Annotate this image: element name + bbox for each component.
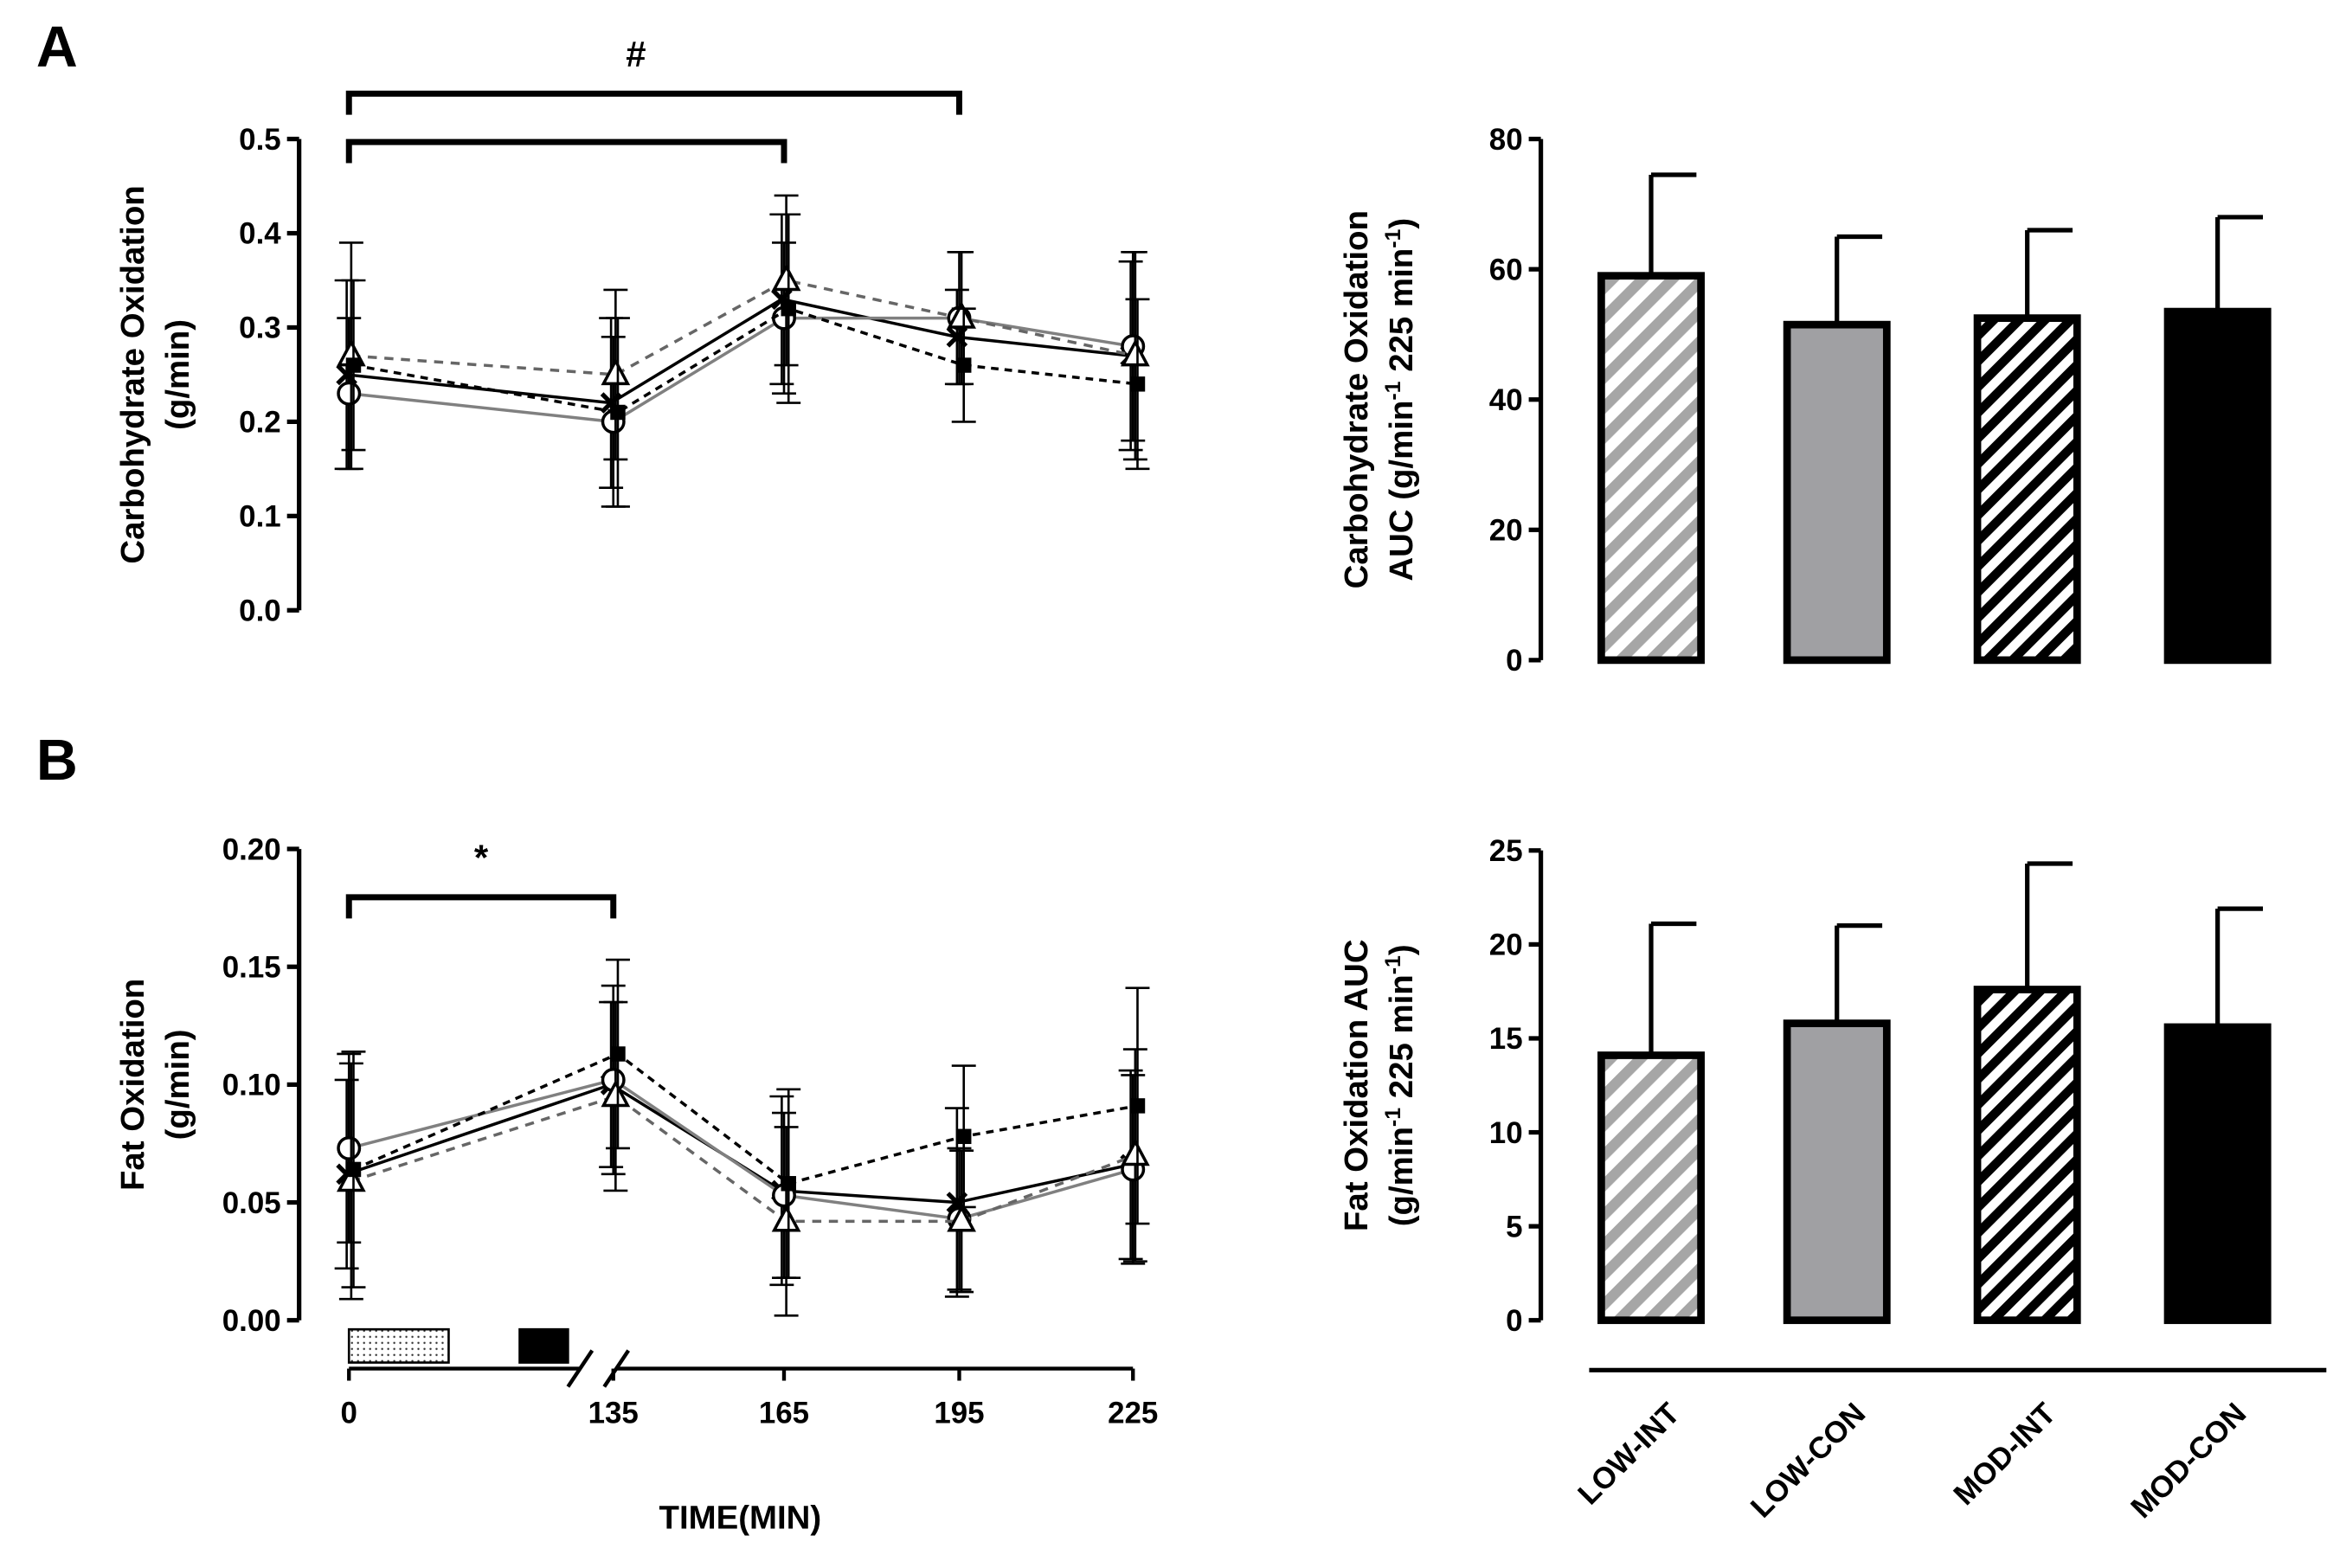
exercise-bout-1-marker [347, 1327, 450, 1364]
series-line [352, 1051, 1138, 1186]
series-line [346, 297, 1131, 405]
y-tick-label: 0 [1506, 644, 1522, 678]
axis-break-mark [566, 1349, 595, 1388]
data-point [345, 1161, 362, 1178]
y-axis-title-line2: (g/min-1 225 min-1) [1381, 944, 1420, 1226]
y-tick-label: 0.3 [239, 312, 281, 345]
data-point [1120, 338, 1150, 367]
category-label: LOW-INT [1571, 1397, 1687, 1512]
data-point [1120, 1138, 1150, 1166]
y-axis-title-line1: Carbohydrate Oxidation [114, 185, 151, 563]
significance-bracket [345, 138, 787, 164]
y-axis-title-line2: (g/min) [159, 1029, 196, 1140]
y-tick-label: 0.2 [239, 406, 281, 440]
y-axis-title-line1: Fat Oxidation [114, 979, 151, 1191]
series-line [348, 1078, 1134, 1221]
y-tick-label: 0.10 [222, 1069, 281, 1102]
y-tick-label: 25 [1489, 834, 1523, 868]
fat-line-chart: 0.00 0.05 0.10 0.15 0.20 Fat Oxidation (g/min)… [114, 832, 1159, 1430]
x-tick-label: 0 [341, 1396, 357, 1430]
y-tick-label: 60 [1489, 253, 1523, 286]
y-axis-title: Fat Oxidation AUC (g/min-1 225 min-1) [1338, 939, 1420, 1231]
bar-mod-int [1973, 314, 2081, 665]
data-point [601, 1079, 631, 1108]
bar-low-con [1783, 1019, 1891, 1325]
cho-line-chart: 0.0 0.1 0.2 0.3 0.4 0.5 Carbohydrate Oxidation… [114, 34, 1150, 627]
x-tick-label: 165 [759, 1396, 809, 1430]
data-point [601, 357, 631, 386]
y-tick-label: 40 [1489, 383, 1523, 417]
y-axis-title-line1: Fat Oxidation AUC [1338, 939, 1375, 1231]
series-line [350, 279, 1136, 376]
y-tick-label: 0.15 [222, 950, 281, 984]
bar-mod-con [2163, 307, 2272, 665]
y-tick-label: 20 [1489, 929, 1523, 962]
bar-low-int [1597, 272, 1705, 665]
y-axis-title-line2: (g/min) [159, 319, 196, 430]
panel-label-b: B [36, 729, 78, 793]
significance-bracket [345, 90, 962, 115]
x-tick-label: 225 [1108, 1396, 1158, 1430]
bar-low-int [1597, 1051, 1705, 1325]
data-point [337, 1135, 362, 1160]
data-point [1129, 1098, 1146, 1114]
data-point [336, 1164, 366, 1192]
data-point [781, 1176, 796, 1192]
y-axis-title: Carbohydrate Oxidation AUC (g/min-1 225 m… [1338, 210, 1420, 588]
y-axis-title-line2: AUC (g/min-1 225 min-1) [1381, 218, 1420, 582]
x-axis-title: TIME(MIN) [659, 1500, 822, 1537]
data-point [610, 1046, 626, 1062]
data-point [610, 404, 626, 421]
bar-low-con [1783, 320, 1891, 665]
y-tick-label: 0 [1506, 1304, 1522, 1338]
y-tick-label: 0.05 [222, 1186, 281, 1220]
category-label: LOW-CON [1745, 1397, 1873, 1525]
data-point [947, 1204, 976, 1232]
data-point [345, 357, 362, 373]
y-axis-title-line1: Carbohydrate Oxidation [1338, 210, 1375, 588]
significance-label: # [626, 34, 646, 74]
bar-mod-int [1973, 986, 2081, 1325]
y-tick-label: 10 [1489, 1116, 1523, 1150]
category-label: MOD-INT [1947, 1397, 2062, 1512]
series-line [349, 316, 1134, 424]
data-point [337, 381, 362, 406]
y-axis-title: Fat Oxidation (g/min) [114, 979, 196, 1191]
exercise-bout-2-marker [518, 1327, 569, 1364]
y-tick-label: 0.00 [222, 1304, 281, 1338]
data-point [1129, 376, 1146, 392]
bar-mod-con [2163, 1023, 2272, 1325]
y-tick-label: 80 [1489, 123, 1523, 157]
y-tick-label: 0.5 [239, 123, 281, 157]
panel-label-a: A [36, 16, 78, 80]
y-tick-label: 0.0 [239, 594, 281, 627]
data-point [947, 301, 976, 329]
y-tick-label: 15 [1489, 1022, 1523, 1056]
significance-bracket [345, 894, 617, 919]
y-axis-title: Carbohydrate Oxidation (g/min) [114, 185, 196, 563]
cho-auc-chart: 0 20 40 60 80 Carbohydrate Oxidation AUC (g/mi… [1338, 123, 2272, 678]
y-tick-label: 0.20 [222, 832, 281, 866]
category-label: MOD-CON [2124, 1397, 2253, 1525]
data-point [955, 1128, 972, 1145]
axis-break-mark [602, 1349, 631, 1388]
data-point [771, 263, 801, 292]
fat-auc-chart: 0 5 10 15 20 25 Fat Oxidation AUC (g/min-1 225 … [1338, 834, 2327, 1525]
x-tick-label: 195 [934, 1396, 984, 1430]
y-tick-label: 20 [1489, 514, 1523, 548]
data-point [955, 357, 972, 373]
y-tick-label: 5 [1506, 1210, 1522, 1243]
y-tick-label: 0.4 [239, 217, 281, 251]
x-tick-label: 135 [588, 1396, 639, 1430]
data-point [771, 1204, 801, 1232]
significance-label: * [474, 838, 489, 878]
series-line [353, 306, 1138, 414]
data-point [781, 300, 796, 317]
y-tick-label: 0.1 [239, 500, 281, 534]
